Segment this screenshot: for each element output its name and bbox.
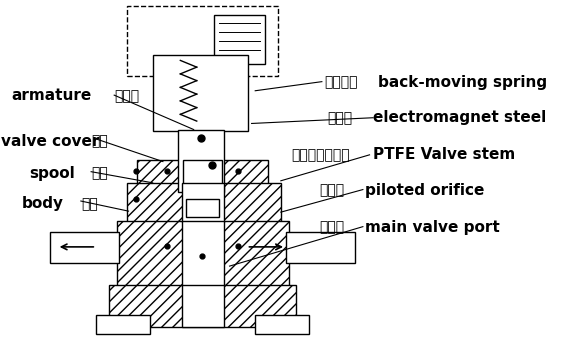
Text: 聚四氟阀杆组件: 聚四氟阀杆组件 (291, 148, 350, 162)
Bar (182, 184, 224, 222)
Text: 电磁鐵: 电磁鐵 (327, 111, 352, 125)
Text: 动铁芯: 动铁芯 (114, 89, 139, 103)
Text: armature: armature (11, 88, 92, 103)
Text: 阀芯: 阀芯 (91, 166, 108, 181)
Bar (255, 315, 309, 334)
Text: 主阀口: 主阀口 (319, 220, 344, 234)
Text: spool: spool (30, 166, 76, 181)
Text: electromagnet steel: electromagnet steel (373, 110, 546, 125)
Bar (153, 55, 248, 131)
Text: body: body (22, 196, 64, 211)
Text: PTFE Valve stem: PTFE Valve stem (373, 147, 515, 162)
Text: 复位弹簧: 复位弹簧 (324, 75, 358, 89)
Text: back-moving spring: back-moving spring (378, 75, 548, 90)
Bar (117, 221, 289, 286)
Bar (186, 199, 219, 217)
Text: valve cover: valve cover (1, 134, 100, 149)
Bar (182, 285, 224, 327)
Bar (96, 315, 150, 334)
Bar (127, 184, 281, 222)
Bar (178, 130, 224, 192)
Text: piloted orifice: piloted orifice (365, 183, 485, 198)
Bar (109, 285, 296, 327)
Bar (183, 160, 222, 185)
Bar (137, 160, 268, 185)
Bar (127, 6, 278, 75)
Bar (50, 232, 119, 263)
Bar (214, 15, 265, 64)
Bar (182, 221, 224, 286)
Text: 阀体: 阀体 (81, 197, 98, 211)
Text: 阀盖: 阀盖 (91, 134, 108, 148)
Text: main valve port: main valve port (365, 220, 500, 235)
Bar (286, 232, 355, 263)
Text: 先导孔: 先导孔 (319, 183, 344, 197)
